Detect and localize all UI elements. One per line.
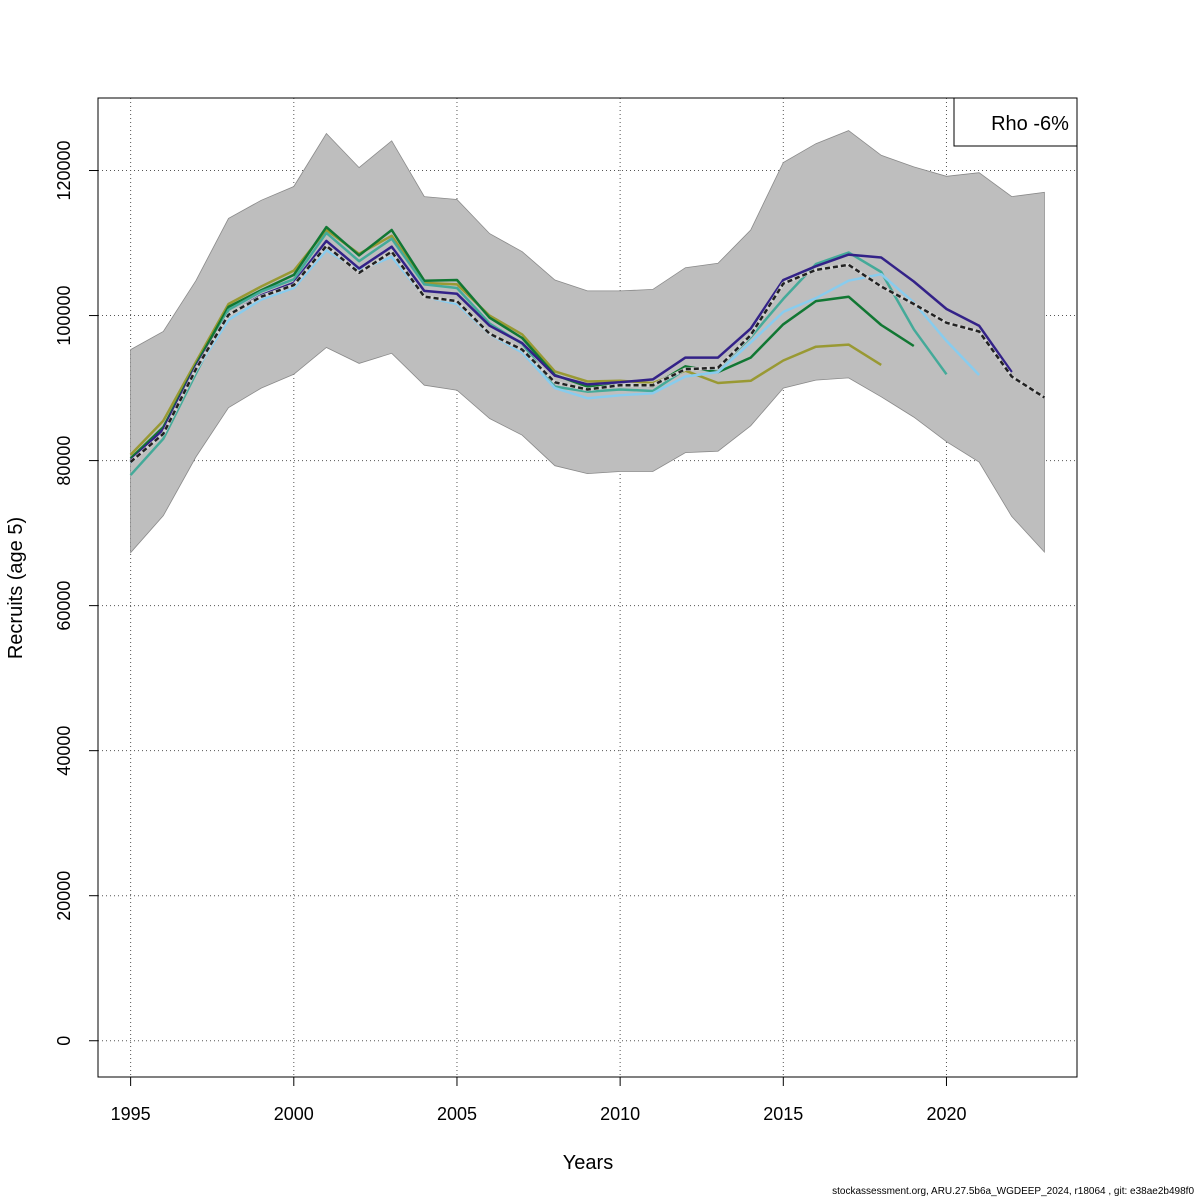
y-axis-title: Recruits (age 5) bbox=[5, 517, 27, 659]
y-tick-label: 20000 bbox=[54, 871, 74, 921]
y-tick-label: 100000 bbox=[54, 286, 74, 346]
y-tick-label: 80000 bbox=[54, 436, 74, 486]
y-tick-label: 0 bbox=[54, 1036, 74, 1046]
y-axis: 0 20000 40000 60000 80000 100000 120000 bbox=[54, 140, 98, 1046]
legend-text: Rho -6% bbox=[991, 113, 1069, 135]
series-line-6 bbox=[129, 228, 882, 456]
x-tick-label: 2005 bbox=[437, 1104, 477, 1124]
series-line-1 bbox=[129, 244, 1046, 463]
series-line-5 bbox=[129, 225, 915, 460]
y-tick-label: 120000 bbox=[54, 140, 74, 200]
x-tick-label: 2020 bbox=[926, 1104, 966, 1124]
x-axis-title: Years bbox=[563, 1152, 613, 1174]
legend-box bbox=[953, 97, 1078, 147]
y-tick-label: 60000 bbox=[54, 581, 74, 631]
x-axis: 1995 2000 2005 2010 2015 2020 bbox=[111, 1077, 966, 1124]
y-tick-label: 40000 bbox=[54, 726, 74, 776]
footer-credit: stockassessment.org, ARU.27.5b6a_WGDEEP_… bbox=[832, 1186, 1194, 1197]
plot-frame bbox=[97, 97, 1078, 1078]
series-line-3 bbox=[129, 249, 981, 464]
confidence-band bbox=[130, 130, 1045, 554]
x-tick-label: 2015 bbox=[763, 1104, 803, 1124]
legend: Rho -6% bbox=[953, 97, 1078, 147]
retrospective-series bbox=[129, 225, 1046, 476]
x-tick-label: 1995 bbox=[111, 1104, 151, 1124]
x-tick-label: 2010 bbox=[600, 1104, 640, 1124]
x-tick-label: 2000 bbox=[274, 1104, 314, 1124]
